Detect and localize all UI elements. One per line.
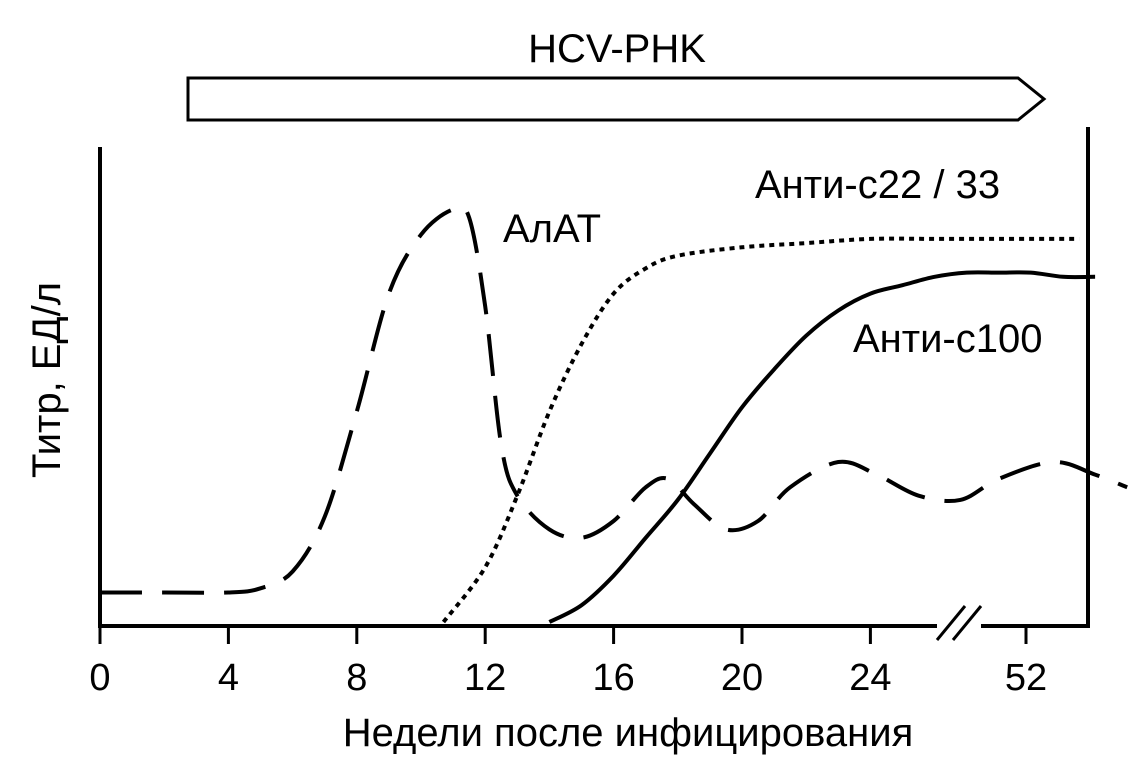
y-axis-label: Титр, ЕД/л: [25, 282, 69, 478]
x-tick-label: 24: [849, 657, 891, 699]
banner-arrow: [186, 76, 1047, 122]
series-group: [100, 204, 1128, 624]
x-tick-label: 8: [346, 657, 367, 699]
x-tick-label: 16: [592, 657, 634, 699]
x-axis-label: Недели после инфицирования: [343, 711, 914, 755]
series-label-anti-c100: Анти-c100: [853, 317, 1043, 361]
x-tick-label: 52: [1005, 657, 1047, 699]
x-tick-label: 12: [464, 657, 506, 699]
x-ticks: 0 4 8 12 16 20 24 52: [89, 626, 1047, 699]
hcv-rna-banner: HCV-PHK: [186, 27, 1047, 122]
x-tick-label: 20: [721, 657, 763, 699]
x-tick-label: 4: [218, 657, 239, 699]
series-line-anti-c22-33: [441, 236, 1080, 624]
series-line-anti-c100: [548, 270, 1096, 624]
banner-label: HCV-PHK: [528, 27, 706, 71]
x-tick-label: 0: [89, 657, 110, 699]
series-line-alat: [100, 204, 1128, 595]
axis-break: [935, 605, 983, 641]
series-label-anti-c22-33: Анти-c22 / 33: [755, 163, 1000, 207]
series-label-alat: АлАТ: [503, 207, 601, 251]
